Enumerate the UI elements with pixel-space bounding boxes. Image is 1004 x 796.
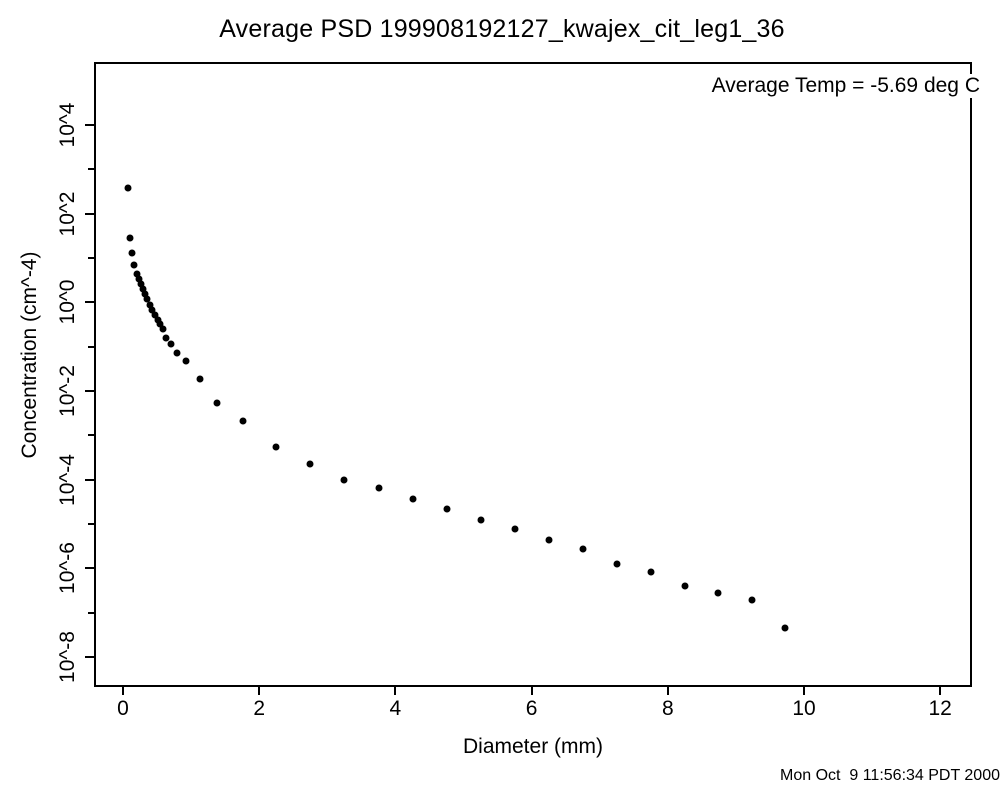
data-point [239, 417, 247, 425]
data-point [409, 495, 417, 503]
data-point [126, 234, 134, 242]
data-point [167, 340, 175, 348]
data-point [146, 301, 154, 309]
x-axis-tick [803, 687, 805, 695]
data-point [159, 325, 167, 333]
x-axis-tick-label: 8 [661, 697, 674, 720]
data-point [141, 290, 149, 298]
x-axis-tick-label: 10 [792, 697, 816, 720]
data-point [182, 357, 190, 365]
y-axis-tick [85, 478, 94, 481]
data-point [306, 460, 314, 468]
data-point [272, 443, 280, 451]
data-point [443, 505, 451, 513]
avg-temp-annotation: Average Temp = -5.69 deg C [709, 74, 980, 98]
y-axis-tick [85, 212, 94, 215]
y-axis-tick [85, 124, 94, 126]
data-point [173, 349, 181, 357]
x-axis-title: Diameter (mm) [463, 735, 603, 758]
x-axis-tick-label: 2 [253, 697, 266, 720]
y-axis-tick-label: 10^2 [56, 191, 79, 237]
data-point [143, 295, 151, 303]
data-point [579, 545, 587, 553]
y-axis-tick [88, 522, 94, 525]
x-axis-tick-label: 6 [525, 697, 538, 720]
y-axis-title: Concentration (cm^-4) [18, 251, 41, 459]
data-point [139, 285, 147, 293]
data-point [124, 184, 132, 192]
chart-title: Average PSD 199908192127_kwajex_cit_leg1… [219, 15, 785, 43]
x-axis-tick-label: 12 [928, 697, 952, 720]
y-axis-tick [88, 345, 94, 348]
data-point [151, 311, 159, 319]
data-point [128, 249, 136, 257]
data-point [213, 399, 221, 407]
data-point [511, 525, 519, 533]
data-point [613, 560, 621, 568]
y-axis-tick [88, 434, 94, 437]
x-axis-tick [394, 687, 397, 695]
data-point [156, 320, 164, 328]
x-axis-tick-label: 4 [389, 697, 402, 720]
data-point [340, 476, 348, 484]
data-point [375, 484, 383, 492]
y-axis-tick [85, 655, 94, 658]
y-axis-tick-label: 10^4 [56, 102, 79, 148]
x-axis-tick [939, 687, 942, 695]
data-point [130, 261, 138, 269]
y-axis-tick [85, 301, 94, 304]
y-axis-tick [88, 256, 94, 259]
data-point [148, 306, 156, 314]
x-axis-tick [666, 687, 669, 695]
data-point [681, 582, 689, 590]
y-axis-tick-label: 10^-4 [56, 453, 79, 506]
data-point [135, 275, 143, 283]
plot-frame [94, 62, 972, 687]
y-axis-tick [85, 567, 94, 570]
y-axis-tick [88, 611, 94, 614]
data-point [781, 624, 789, 632]
x-axis-tick [530, 687, 533, 695]
data-point [196, 375, 204, 383]
data-point [133, 270, 141, 278]
data-point [154, 316, 162, 324]
data-point [477, 516, 485, 524]
data-point [748, 596, 756, 604]
x-axis-tick [258, 687, 261, 695]
y-axis-tick-label: 10^-2 [56, 365, 79, 417]
timestamp: Mon Oct 9 11:56:34 PDT 2000 [780, 767, 1000, 784]
data-point [545, 536, 553, 544]
data-point [162, 334, 170, 342]
y-axis-tick [88, 168, 94, 171]
y-axis-tick-label: 10^-8 [56, 631, 79, 683]
x-axis-tick [122, 687, 124, 695]
data-point [647, 568, 655, 576]
data-point [714, 589, 722, 597]
y-axis-tick [85, 389, 94, 392]
x-axis-tick-label: 0 [117, 697, 129, 720]
y-axis-tick-label: 10^0 [56, 279, 79, 325]
data-point [137, 280, 145, 288]
plot-area: Average Temp = -5.69 deg C Concentration… [18, 62, 980, 720]
y-axis-tick-label: 10^-6 [56, 542, 79, 595]
